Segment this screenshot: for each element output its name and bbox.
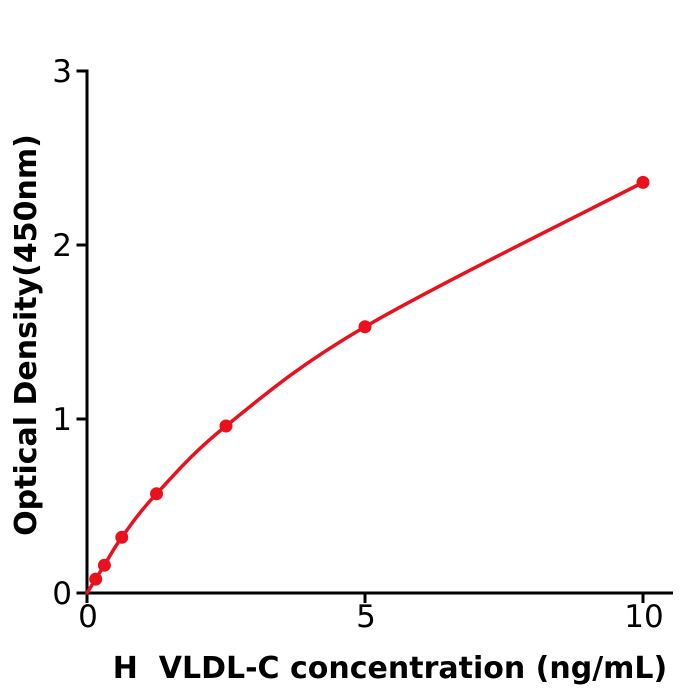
- y-axis-title: Optical Density(450nm): [9, 134, 44, 536]
- y-tick-label-0: 0: [52, 576, 72, 612]
- data-point: [89, 572, 103, 586]
- data-point: [219, 419, 233, 433]
- x-axis-title: H VLDL-C concentration (ng/mL): [113, 651, 668, 686]
- data-point-markers: [89, 175, 650, 586]
- data-point: [115, 530, 129, 544]
- standard-curve-line: [85, 180, 645, 595]
- data-point: [636, 175, 650, 189]
- y-tick-label-1: 1: [52, 402, 72, 438]
- y-tick-labels: 0 1 2 3: [52, 54, 72, 612]
- x-tick-labels: 0 5 10: [78, 599, 664, 635]
- x-tick-label-0: 0: [78, 599, 98, 635]
- axes: [85, 69, 673, 595]
- x-tick-label-10: 10: [624, 599, 663, 635]
- y-tick-marks: [76, 69, 87, 595]
- y-tick-label-3: 3: [52, 54, 72, 90]
- data-point: [358, 320, 372, 334]
- data-point: [150, 487, 163, 501]
- x-tick-label-5: 5: [356, 599, 376, 635]
- data-point: [97, 558, 111, 572]
- y-tick-label-2: 2: [52, 228, 72, 264]
